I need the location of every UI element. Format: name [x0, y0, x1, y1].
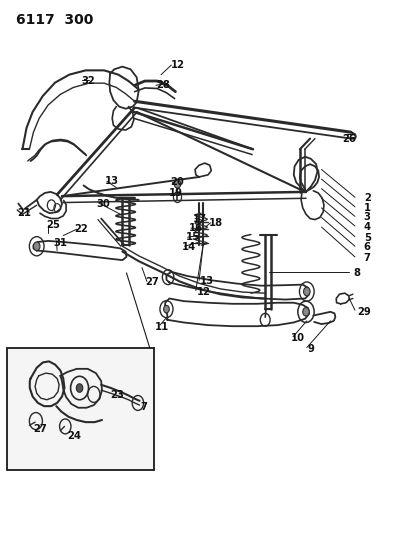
Text: 3: 3 — [364, 213, 370, 222]
Text: 12: 12 — [197, 287, 211, 296]
Text: 5: 5 — [364, 233, 371, 243]
Circle shape — [164, 305, 169, 313]
Text: 6: 6 — [364, 243, 371, 252]
Text: 13: 13 — [105, 176, 119, 186]
Text: 23: 23 — [111, 391, 124, 400]
Text: 10: 10 — [291, 334, 305, 343]
Text: 11: 11 — [155, 322, 169, 332]
Text: 29: 29 — [357, 307, 371, 317]
Text: 13: 13 — [200, 277, 214, 286]
Text: 7: 7 — [140, 402, 147, 412]
Text: 6117  300: 6117 300 — [16, 13, 94, 27]
Text: 27: 27 — [145, 278, 159, 287]
Circle shape — [76, 384, 83, 392]
Text: 24: 24 — [67, 431, 81, 441]
Text: 4: 4 — [364, 222, 371, 232]
Text: 17: 17 — [193, 214, 207, 223]
Text: 19: 19 — [169, 188, 182, 198]
Circle shape — [174, 180, 181, 188]
Text: 8: 8 — [353, 268, 361, 278]
Text: 9: 9 — [308, 344, 314, 354]
Text: 18: 18 — [208, 218, 222, 228]
Text: 28: 28 — [156, 80, 170, 90]
Text: 32: 32 — [81, 76, 95, 86]
Text: 21: 21 — [18, 208, 31, 218]
Text: 27: 27 — [33, 424, 47, 433]
Text: 22: 22 — [75, 224, 89, 234]
Circle shape — [33, 242, 40, 251]
Circle shape — [303, 308, 309, 316]
Text: 30: 30 — [96, 199, 110, 208]
Text: 25: 25 — [46, 220, 60, 230]
Text: 20: 20 — [171, 177, 184, 187]
Text: 26: 26 — [342, 134, 356, 143]
Text: 7: 7 — [364, 253, 370, 263]
Text: 2: 2 — [364, 193, 370, 203]
Text: 15: 15 — [186, 232, 200, 242]
Circle shape — [304, 287, 310, 296]
Bar — [7, 348, 154, 470]
Text: 16: 16 — [189, 223, 203, 233]
Text: 1: 1 — [364, 203, 371, 213]
Text: 31: 31 — [53, 238, 67, 247]
Text: 14: 14 — [182, 243, 196, 252]
Text: 12: 12 — [171, 60, 184, 70]
